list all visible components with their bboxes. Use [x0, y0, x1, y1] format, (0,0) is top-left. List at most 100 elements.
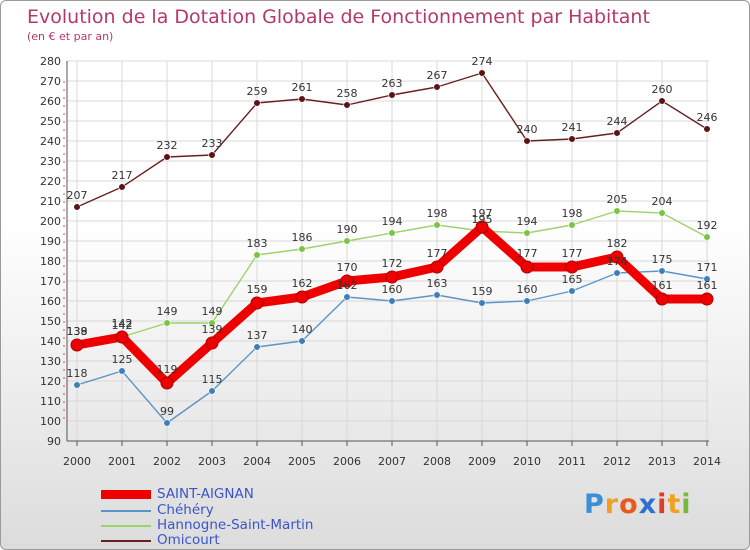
data-label: 217 — [112, 169, 133, 182]
data-point — [610, 250, 624, 264]
data-label: 205 — [607, 193, 628, 206]
legend-swatch — [101, 540, 151, 542]
data-point — [163, 153, 171, 161]
data-label: 198 — [427, 207, 448, 220]
legend-label: SAINT-AIGNAN — [157, 486, 254, 502]
data-label: 198 — [562, 207, 583, 220]
data-point — [658, 267, 666, 275]
y-tick-label: 270 — [40, 75, 61, 88]
grid — [67, 60, 709, 442]
y-tick-label: 190 — [40, 235, 61, 248]
data-point — [160, 376, 174, 390]
data-point — [433, 291, 441, 299]
data-point — [253, 251, 261, 259]
data-label: 159 — [472, 285, 493, 298]
data-label: 137 — [247, 329, 268, 342]
data-point — [208, 319, 216, 327]
data-point — [658, 97, 666, 105]
data-point — [250, 296, 264, 310]
data-label: 161 — [697, 279, 718, 292]
data-point — [568, 221, 576, 229]
legend-label: Hannogne-Saint-Martin — [157, 517, 314, 533]
data-label: 162 — [292, 277, 313, 290]
data-point — [430, 260, 444, 274]
data-point — [208, 151, 216, 159]
y-tick-label: 180 — [40, 255, 61, 268]
data-point — [298, 337, 306, 345]
data-point — [703, 233, 711, 241]
data-point — [385, 270, 399, 284]
x-tick-label: 2006 — [333, 455, 361, 468]
data-label: 172 — [382, 257, 403, 270]
data-label: 162 — [337, 279, 358, 292]
data-point — [565, 260, 579, 274]
data-point — [118, 183, 126, 191]
data-label: 267 — [427, 69, 448, 82]
y-tick-label: 200 — [40, 215, 61, 228]
data-labels: 207 217 232 233 259 261 258 263 267 274 240 241 244 2… — [67, 55, 718, 418]
data-point — [343, 293, 351, 301]
data-label: 192 — [697, 219, 718, 232]
data-label: 240 — [517, 123, 538, 136]
data-label: 244 — [607, 115, 628, 128]
data-label: 138 — [67, 325, 88, 338]
data-point — [433, 221, 441, 229]
data-point — [73, 203, 81, 211]
legend-swatch — [101, 510, 151, 512]
data-label: 161 — [652, 279, 673, 292]
data-label: 258 — [337, 87, 358, 100]
data-label: 263 — [382, 77, 403, 90]
data-label: 182 — [607, 237, 628, 250]
chart-subtitle: (en € et par an) — [27, 30, 114, 43]
data-point — [163, 319, 171, 327]
data-point — [478, 299, 486, 307]
data-label: 149 — [157, 305, 178, 318]
data-label: 115 — [202, 373, 223, 386]
logo-letter: r — [604, 489, 620, 520]
x-tick-label: 2005 — [288, 455, 316, 468]
data-point — [568, 135, 576, 143]
x-tick-label: 2008 — [423, 455, 451, 468]
logo-letter: i — [657, 489, 668, 520]
data-point — [478, 69, 486, 77]
data-point — [433, 83, 441, 91]
data-point — [343, 101, 351, 109]
y-tick-label: 250 — [40, 115, 61, 128]
data-point — [475, 220, 489, 234]
data-point — [523, 229, 531, 237]
data-label: 177 — [517, 247, 538, 260]
data-point — [613, 129, 621, 137]
x-tick-label: 2002 — [153, 455, 181, 468]
logo-letter: i — [681, 489, 692, 520]
data-label: 246 — [697, 111, 718, 124]
data-point — [388, 229, 396, 237]
data-label: 165 — [562, 273, 583, 286]
data-label: 177 — [562, 247, 583, 260]
data-point — [703, 275, 711, 283]
data-label: 260 — [652, 83, 673, 96]
x-tick-label: 2011 — [558, 455, 586, 468]
x-tick-label: 2013 — [648, 455, 676, 468]
axes: 90 100 110 120 130 140 150 160 170 180 190 200 210 22… — [40, 55, 721, 468]
legend-label: Chéhéry — [157, 502, 214, 518]
data-label: 171 — [697, 261, 718, 274]
data-label: 274 — [472, 55, 493, 68]
data-point — [298, 95, 306, 103]
data-label: 259 — [247, 85, 268, 98]
x-tick-label: 2009 — [468, 455, 496, 468]
data-label: 163 — [427, 277, 448, 290]
data-label: 194 — [517, 215, 538, 228]
y-tick-label: 220 — [40, 175, 61, 188]
data-label: 194 — [382, 215, 403, 228]
y-tick-label: 280 — [40, 55, 61, 68]
data-label: 175 — [652, 253, 673, 266]
data-point — [523, 297, 531, 305]
y-tick-label: 130 — [40, 355, 61, 368]
chart-title: Evolution de la Dotation Globale de Fonc… — [27, 6, 650, 28]
data-point — [520, 260, 534, 274]
data-point — [700, 292, 714, 306]
x-tick-label: 2003 — [198, 455, 226, 468]
data-label: 99 — [160, 405, 174, 418]
data-label: 160 — [517, 283, 538, 296]
data-label: 142 — [112, 317, 133, 330]
